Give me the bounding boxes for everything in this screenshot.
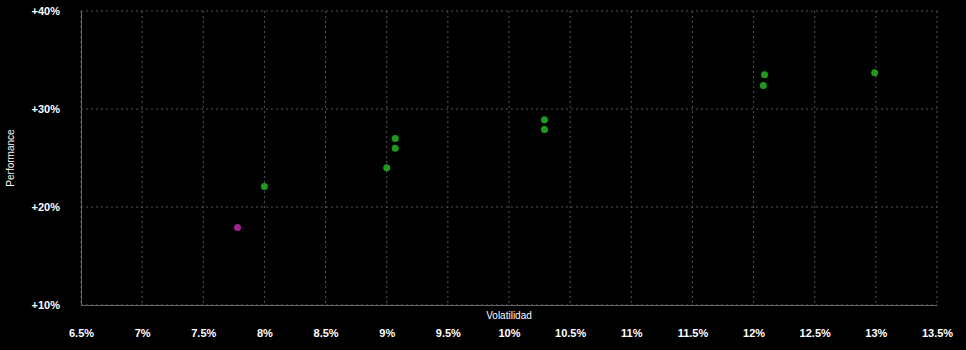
y-tick-label: +10% (32, 299, 61, 311)
x-tick: 9.5% (436, 305, 461, 339)
grid (81, 11, 937, 305)
y-axis-line (81, 12, 82, 306)
x-tick: 9% (379, 305, 395, 339)
x-tick: 12% (743, 305, 765, 339)
grid-line-y (81, 305, 937, 306)
point (541, 116, 548, 123)
y-axis: +10% +20% +30% +40% (32, 5, 82, 311)
x-axis: 6.5% 7% 7.5% 8% 8.5% 9% 9.5% 10% 10.5% 11% 11.5% 12… (69, 305, 953, 339)
grid-line-x (325, 11, 326, 305)
x-tick: 11% (621, 305, 643, 339)
point (871, 69, 878, 76)
grid-line-x (386, 11, 387, 305)
chart: 6.5% 7% 7.5% 8% 8.5% 9% 9.5% 10% 10.5% 11% 11.5% 12… (0, 0, 966, 350)
x-tick-label: 8.5% (314, 327, 339, 339)
y-tick-label: +40% (32, 5, 61, 17)
x-axis-title: Volatilidad (486, 310, 532, 321)
grid-line-x (753, 11, 754, 305)
grid-line-x (142, 11, 143, 305)
x-tick-label: 9.5% (436, 327, 461, 339)
grid-line-x (631, 11, 632, 305)
x-tick: 8.5% (314, 305, 339, 339)
x-tick-label: 11% (621, 327, 643, 339)
y-tick: +20% (32, 201, 81, 213)
y-tick: +10% (32, 299, 81, 311)
y-tick-label: +30% (32, 103, 61, 115)
x-tick-label: 7.5% (191, 327, 216, 339)
grid-line-y (81, 11, 937, 12)
x-tick-label: 9% (379, 327, 395, 339)
y-axis-title: Performance (5, 129, 16, 187)
x-tick: 13.5% (922, 305, 953, 339)
x-tick: 12.5% (800, 305, 831, 339)
x-tick: 13% (865, 305, 887, 339)
grid-line-x (692, 11, 693, 305)
x-tick-label: 12% (743, 327, 765, 339)
point (392, 145, 399, 152)
point (234, 224, 241, 231)
grid-line-x (814, 11, 815, 305)
x-tick: 10.5% (555, 305, 586, 339)
x-tick: 11.5% (678, 305, 709, 339)
grid-line-x (264, 11, 265, 305)
point (261, 183, 268, 190)
x-tick-label: 6.5% (69, 327, 94, 339)
grid-line-y (81, 109, 937, 110)
y-tick-label: +20% (32, 201, 61, 213)
x-tick-label: 8% (257, 327, 273, 339)
y-tick: +40% (32, 5, 81, 17)
grid-line-x (447, 11, 448, 305)
x-tick: 6.5% (69, 305, 94, 339)
x-axis-line (82, 305, 938, 306)
point (383, 164, 390, 171)
x-tick-label: 10.5% (555, 327, 586, 339)
grid-line-x (509, 11, 510, 305)
x-tick: 7.5% (191, 305, 216, 339)
point (761, 71, 768, 78)
y-tick: +30% (32, 103, 81, 115)
point (760, 82, 767, 89)
point (541, 126, 548, 133)
grid-line-x (81, 11, 82, 305)
grid-line-y (81, 207, 937, 208)
x-tick-label: 13% (865, 327, 887, 339)
grid-line-x (875, 11, 876, 305)
points (234, 69, 878, 231)
x-tick-label: 7% (135, 327, 151, 339)
grid-line-x (937, 11, 938, 305)
grid-line-x (570, 11, 571, 305)
x-tick-label: 10% (498, 327, 520, 339)
plot-area: 6.5% 7% 7.5% 8% 8.5% 9% 9.5% 10% 10.5% 11% 11.5% 12… (32, 5, 954, 339)
x-tick-label: 13.5% (922, 327, 953, 339)
point (392, 135, 399, 142)
grid-line-x (203, 11, 204, 305)
x-tick: 7% (135, 305, 151, 339)
x-tick-label: 11.5% (678, 327, 709, 339)
x-tick-label: 12.5% (800, 327, 831, 339)
x-tick: 8% (257, 305, 273, 339)
